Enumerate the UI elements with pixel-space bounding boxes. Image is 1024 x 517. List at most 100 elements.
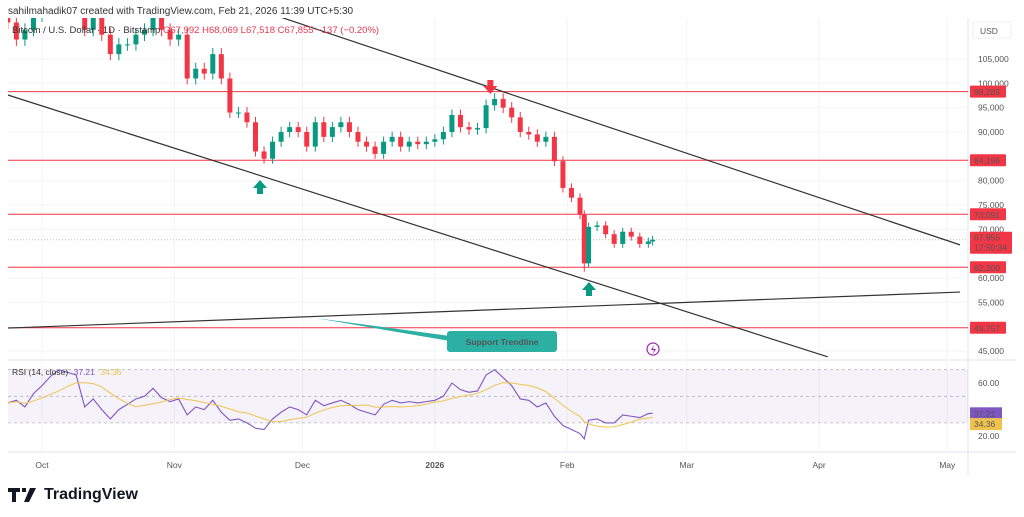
candle-body [381, 141, 387, 154]
ohlc-open: O67,992 [163, 25, 200, 36]
symbol-name[interactable]: Bitcoin / U.S. Dollar · 1D · Bitstamp [12, 25, 161, 36]
candle-body [637, 236, 643, 244]
candle-body [389, 136, 395, 142]
ohlc-high: H68,069 [202, 25, 239, 36]
lightning-icon [646, 342, 660, 356]
annotation-pointer [315, 318, 450, 341]
candle-body [581, 214, 587, 264]
candle-body [8, 18, 11, 23]
rsi-label[interactable]: RSI (14, close) [12, 367, 69, 377]
candle-body [603, 225, 609, 235]
y-tick-label: 75,000 [978, 200, 1004, 210]
candle-body [500, 98, 506, 108]
candle-body [321, 122, 327, 137]
candle-body [312, 122, 318, 147]
rsi-value-label: 37.21 [974, 409, 996, 419]
logo-text: TradingView [44, 486, 138, 503]
candle-body [167, 29, 173, 40]
candle-body [201, 68, 207, 74]
candle-body [650, 239, 656, 242]
candle-body [466, 127, 472, 130]
candle-body [517, 117, 523, 132]
price-plot [8, 18, 968, 358]
level-price-tag [970, 261, 1006, 274]
currency-box [972, 21, 1012, 39]
candle-body [475, 128, 481, 130]
level-price-label: 62,200 [974, 263, 1000, 273]
candle-body [398, 136, 404, 147]
rsi-tick-label: 20.00 [978, 431, 1000, 441]
x-tick-label: Feb [560, 460, 575, 470]
candle-body [594, 225, 600, 227]
candle-body [432, 139, 438, 142]
candle-body [124, 44, 130, 46]
candle-body [235, 112, 241, 114]
tradingview-logo-icon [8, 488, 36, 502]
candle-body [568, 187, 574, 198]
candle-body [150, 18, 156, 30]
candle-body [338, 122, 344, 128]
candle-body [270, 141, 276, 159]
candle-body [82, 18, 88, 30]
level-price-label: 49,757 [974, 323, 1000, 333]
candle-body [543, 136, 549, 142]
candle-body [577, 197, 583, 215]
candle-body [551, 136, 557, 162]
candle-body [372, 146, 378, 154]
y-tick-label: 105,000 [978, 54, 1009, 64]
level-price-tag [970, 208, 1006, 221]
candle-body [244, 112, 250, 123]
candle-body [346, 122, 352, 132]
y-tick-label: 100,000 [978, 78, 1009, 88]
candle-body [423, 141, 429, 145]
candle-body [184, 34, 190, 79]
candle-body [278, 131, 284, 142]
candle-body [329, 127, 335, 137]
level-price-label: 73,091 [974, 210, 1000, 220]
candle-body [218, 54, 224, 79]
ohlc-close: C67,855 [277, 25, 314, 36]
candle-body [176, 34, 182, 40]
candle-body [457, 114, 463, 128]
rsi-ma-label: 34.36 [974, 419, 996, 429]
level-price-label: 98,289 [974, 87, 1000, 97]
last-price-label: 67,855 [974, 233, 1000, 243]
candle-body [193, 68, 199, 79]
candle-body [13, 22, 19, 40]
x-tick-label: Dec [295, 460, 311, 470]
level-price-tag [970, 85, 1006, 98]
candle-body [133, 34, 139, 45]
candle-body [295, 127, 301, 132]
x-tick-label: Nov [167, 460, 183, 470]
candle-body [159, 18, 165, 30]
currency-label: USD [980, 26, 998, 36]
tradingview-logo: TradingView [8, 486, 138, 504]
candle-body [483, 105, 489, 129]
level-price-tag [970, 154, 1006, 167]
y-tick-label: 80,000 [978, 176, 1004, 186]
y-tick-label: 90,000 [978, 127, 1004, 137]
y-tick-label: 70,000 [978, 224, 1004, 234]
lightning-bolt [651, 345, 656, 354]
y-tick-label: 45,000 [978, 346, 1004, 356]
ohlc-change: −137 (−0.20%) [316, 25, 380, 36]
trendline [8, 291, 961, 329]
candle-body [355, 131, 361, 142]
candle-body [449, 114, 455, 132]
candle-body [116, 44, 122, 55]
rsi-plot [8, 369, 968, 441]
x-tick-label: Mar [679, 460, 694, 470]
candle-body [210, 54, 216, 74]
rsi-ma-tag [970, 418, 1002, 431]
candle-body [253, 122, 258, 152]
candle-body [227, 78, 233, 113]
candle-body [304, 131, 310, 147]
candle-body [620, 231, 626, 244]
annotation-label: Support Trendline [466, 337, 539, 347]
x-tick-label: May [939, 460, 956, 470]
trendline [281, 18, 961, 246]
symbol-legend: Bitcoin / U.S. Dollar · 1D · Bitstamp O6… [12, 25, 379, 36]
candle-body [509, 107, 515, 118]
candle-body [586, 226, 592, 264]
